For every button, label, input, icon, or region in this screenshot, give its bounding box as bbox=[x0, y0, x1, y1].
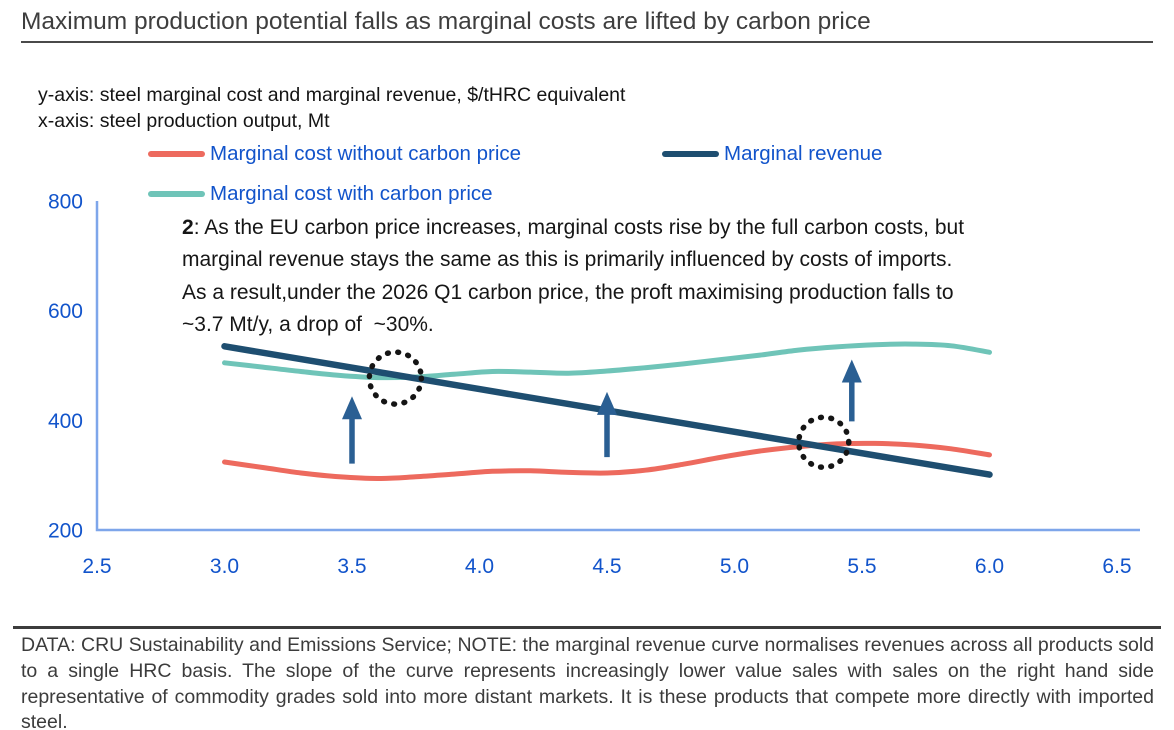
annotation-line-2: marginal revenue stays the same as this … bbox=[182, 248, 953, 272]
x-axis-description: x-axis: steel production output, Mt bbox=[38, 109, 330, 132]
page-title: Maximum production potential falls as ma… bbox=[21, 8, 871, 35]
legend-swatch-navy bbox=[662, 151, 719, 157]
annotation-arrow-head bbox=[841, 359, 862, 383]
y-tick-label: 800 bbox=[48, 191, 83, 214]
annotation-number: 2 bbox=[182, 216, 194, 239]
title-underline bbox=[21, 41, 1153, 43]
y-tick-label: 600 bbox=[48, 300, 83, 323]
annotation-dotted-circle bbox=[796, 414, 852, 471]
x-tick-label: 6.5 bbox=[1102, 555, 1131, 578]
x-tick-label: 5.5 bbox=[847, 555, 876, 578]
legend-label: Marginal cost without carbon price bbox=[210, 142, 522, 165]
annotation-line-4: ~3.7 Mt/y, a drop of ~30%. bbox=[182, 313, 434, 337]
y-tick-label: 200 bbox=[48, 520, 83, 543]
x-tick-label: 4.0 bbox=[465, 555, 494, 578]
y-axis-description: y-axis: steel marginal cost and marginal… bbox=[38, 84, 626, 106]
annotation-arrow-head bbox=[597, 391, 617, 415]
series-line-marginal-cost-with-carbon-price bbox=[222, 341, 992, 381]
legend-item-marginal-cost-with-carbon-price: Marginal cost with carbon price bbox=[148, 182, 493, 206]
annotation-dotted-circle bbox=[366, 349, 425, 407]
legend-label: Marginal cost with carbon price bbox=[210, 182, 493, 205]
source-note: DATA: CRU Sustainability and Emissions S… bbox=[21, 634, 1154, 730]
x-tick-label: 2.5 bbox=[82, 555, 111, 578]
axis-description: y-axis: steel marginal cost and marginal… bbox=[38, 83, 625, 134]
annotation-arrow-head bbox=[342, 396, 362, 420]
legend-item-marginal-revenue: Marginal revenue bbox=[662, 142, 882, 166]
legend-item-marginal-cost-without-carbon-price: Marginal cost without carbon price bbox=[148, 142, 521, 166]
x-tick-label: 3.5 bbox=[337, 555, 366, 578]
annotation-line-1: 2: As the EU carbon price increases, mar… bbox=[182, 216, 965, 239]
x-tick-label: 4.5 bbox=[592, 555, 621, 578]
axis-lines bbox=[95, 201, 1140, 532]
x-tick-label: 5.0 bbox=[720, 555, 749, 578]
chart-annotation: 2: As the EU carbon price increases, mar… bbox=[182, 212, 964, 342]
y-tick-label: 400 bbox=[48, 410, 83, 433]
legend-label: Marginal revenue bbox=[724, 142, 883, 165]
annotation-line-3: As a result,under the 2026 Q1 carbon pri… bbox=[182, 280, 954, 304]
footer-divider bbox=[13, 626, 1161, 629]
series-line-marginal-cost-without-carbon-price bbox=[222, 440, 992, 482]
legend-swatch-red bbox=[148, 151, 205, 157]
legend-swatch-teal bbox=[148, 191, 205, 197]
x-tick-label: 3.0 bbox=[210, 555, 239, 578]
x-tick-label: 6.0 bbox=[975, 555, 1004, 578]
